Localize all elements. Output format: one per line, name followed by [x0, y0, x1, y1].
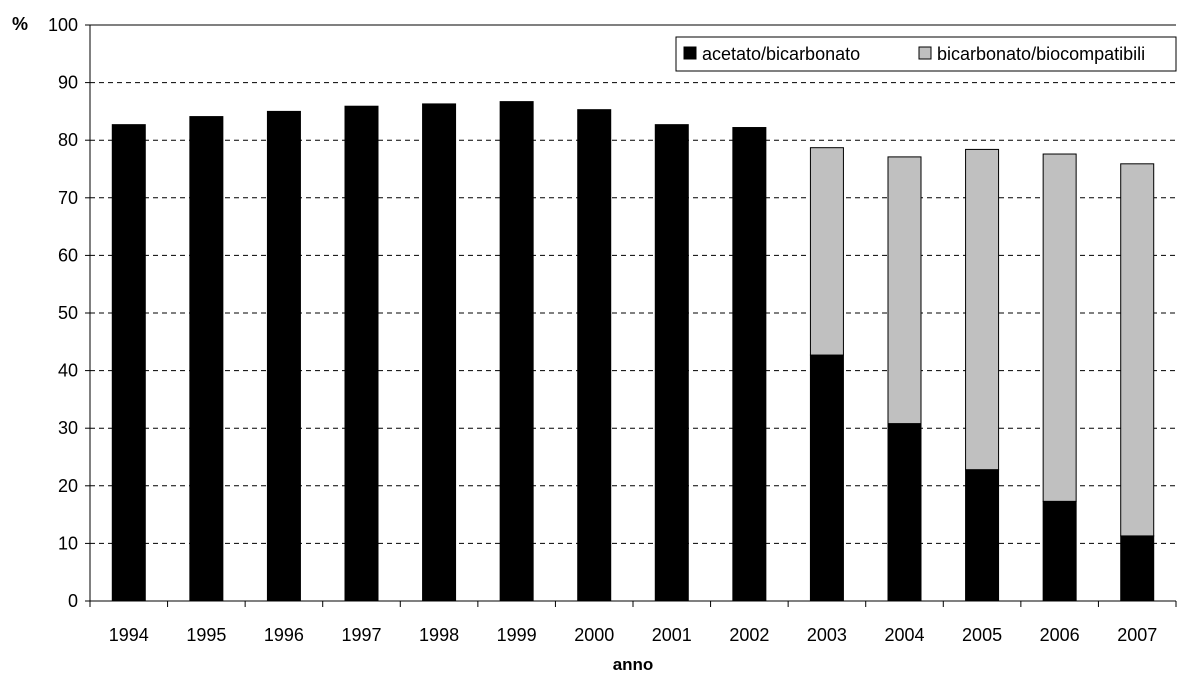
legend-item-acetato-bicarbonato: acetato/bicarbonato [702, 44, 860, 64]
y-tick-label: 10 [58, 533, 78, 553]
bar-acetato-bicarbonato-1995 [189, 116, 224, 602]
x-tick-label: 1997 [341, 625, 381, 645]
y-tick-label: 0 [68, 591, 78, 611]
x-tick-label: 2006 [1040, 625, 1080, 645]
bar-acetato-bicarbonato-2006 [1042, 500, 1077, 602]
x-tick-label: 2003 [807, 625, 847, 645]
bar-acetato-bicarbonato-1998 [422, 103, 457, 602]
y-tick-label: 20 [58, 476, 78, 496]
y-axis-label: % [12, 14, 28, 34]
bar-bicarbonato-biocompatibili-2004 [887, 156, 922, 425]
bar-acetato-bicarbonato-1999 [499, 101, 534, 602]
legend-swatch [918, 46, 932, 60]
x-tick-label: 2002 [729, 625, 769, 645]
bar-acetato-bicarbonato-2005 [965, 469, 1000, 602]
bar-acetato-bicarbonato-1997 [344, 105, 379, 602]
bar-acetato-bicarbonato-2004 [887, 423, 922, 602]
x-tick-labels: 1994 1995 1996 1997 1998 1999 2000 2001 2002 2003… [109, 625, 1157, 645]
y-tick-label: 60 [58, 245, 78, 265]
y-tick-label: 40 [58, 361, 78, 381]
y-tick-labels: 0 10 20 30 40 50 60 70 80 90 100 [48, 15, 78, 611]
x-tick-label: 1996 [264, 625, 304, 645]
bar-acetato-bicarbonato-2001 [654, 124, 689, 602]
x-tick-label: 2005 [962, 625, 1002, 645]
x-tick-label: 2007 [1117, 625, 1157, 645]
x-tick-label: 1994 [109, 625, 149, 645]
bar-acetato-bicarbonato-2007 [1120, 535, 1155, 602]
x-tick-label: 2004 [884, 625, 924, 645]
y-tick-label: 50 [58, 303, 78, 323]
bar-acetato-bicarbonato-2002 [732, 127, 767, 602]
y-tick-label: 80 [58, 130, 78, 150]
bar-bicarbonato-biocompatibili-2006 [1042, 153, 1077, 502]
x-axis-label: anno [613, 655, 654, 674]
x-tick-label: 2001 [652, 625, 692, 645]
bar-acetato-bicarbonato-2003 [809, 354, 844, 602]
x-tick-label: 2000 [574, 625, 614, 645]
legend: acetato/bicarbonato bicarbonato/biocompat… [675, 36, 1177, 72]
x-tick-label: 1995 [186, 625, 226, 645]
bar-bicarbonato-biocompatibili-2005 [965, 148, 1000, 471]
x-tick-label: 1999 [497, 625, 537, 645]
x-tick-label: 1998 [419, 625, 459, 645]
y-tick-label: 30 [58, 418, 78, 438]
bar-bicarbonato-biocompatibili-2007 [1120, 163, 1155, 537]
y-tick-label: 70 [58, 188, 78, 208]
y-tick-label: 100 [48, 15, 78, 35]
bar-acetato-bicarbonato-1996 [266, 110, 301, 602]
bars [111, 101, 1155, 602]
axes [85, 24, 1177, 607]
bar-acetato-bicarbonato-1994 [111, 124, 146, 602]
bar-acetato-bicarbonato-2000 [577, 109, 612, 602]
grid-lines [90, 82, 1176, 544]
legend-item-bicarbonato-biocompatibili: bicarbonato/biocompatibili [937, 44, 1145, 64]
legend-swatch [683, 46, 697, 60]
bar-bicarbonato-biocompatibili-2003 [809, 147, 844, 356]
y-tick-label: 90 [58, 73, 78, 93]
